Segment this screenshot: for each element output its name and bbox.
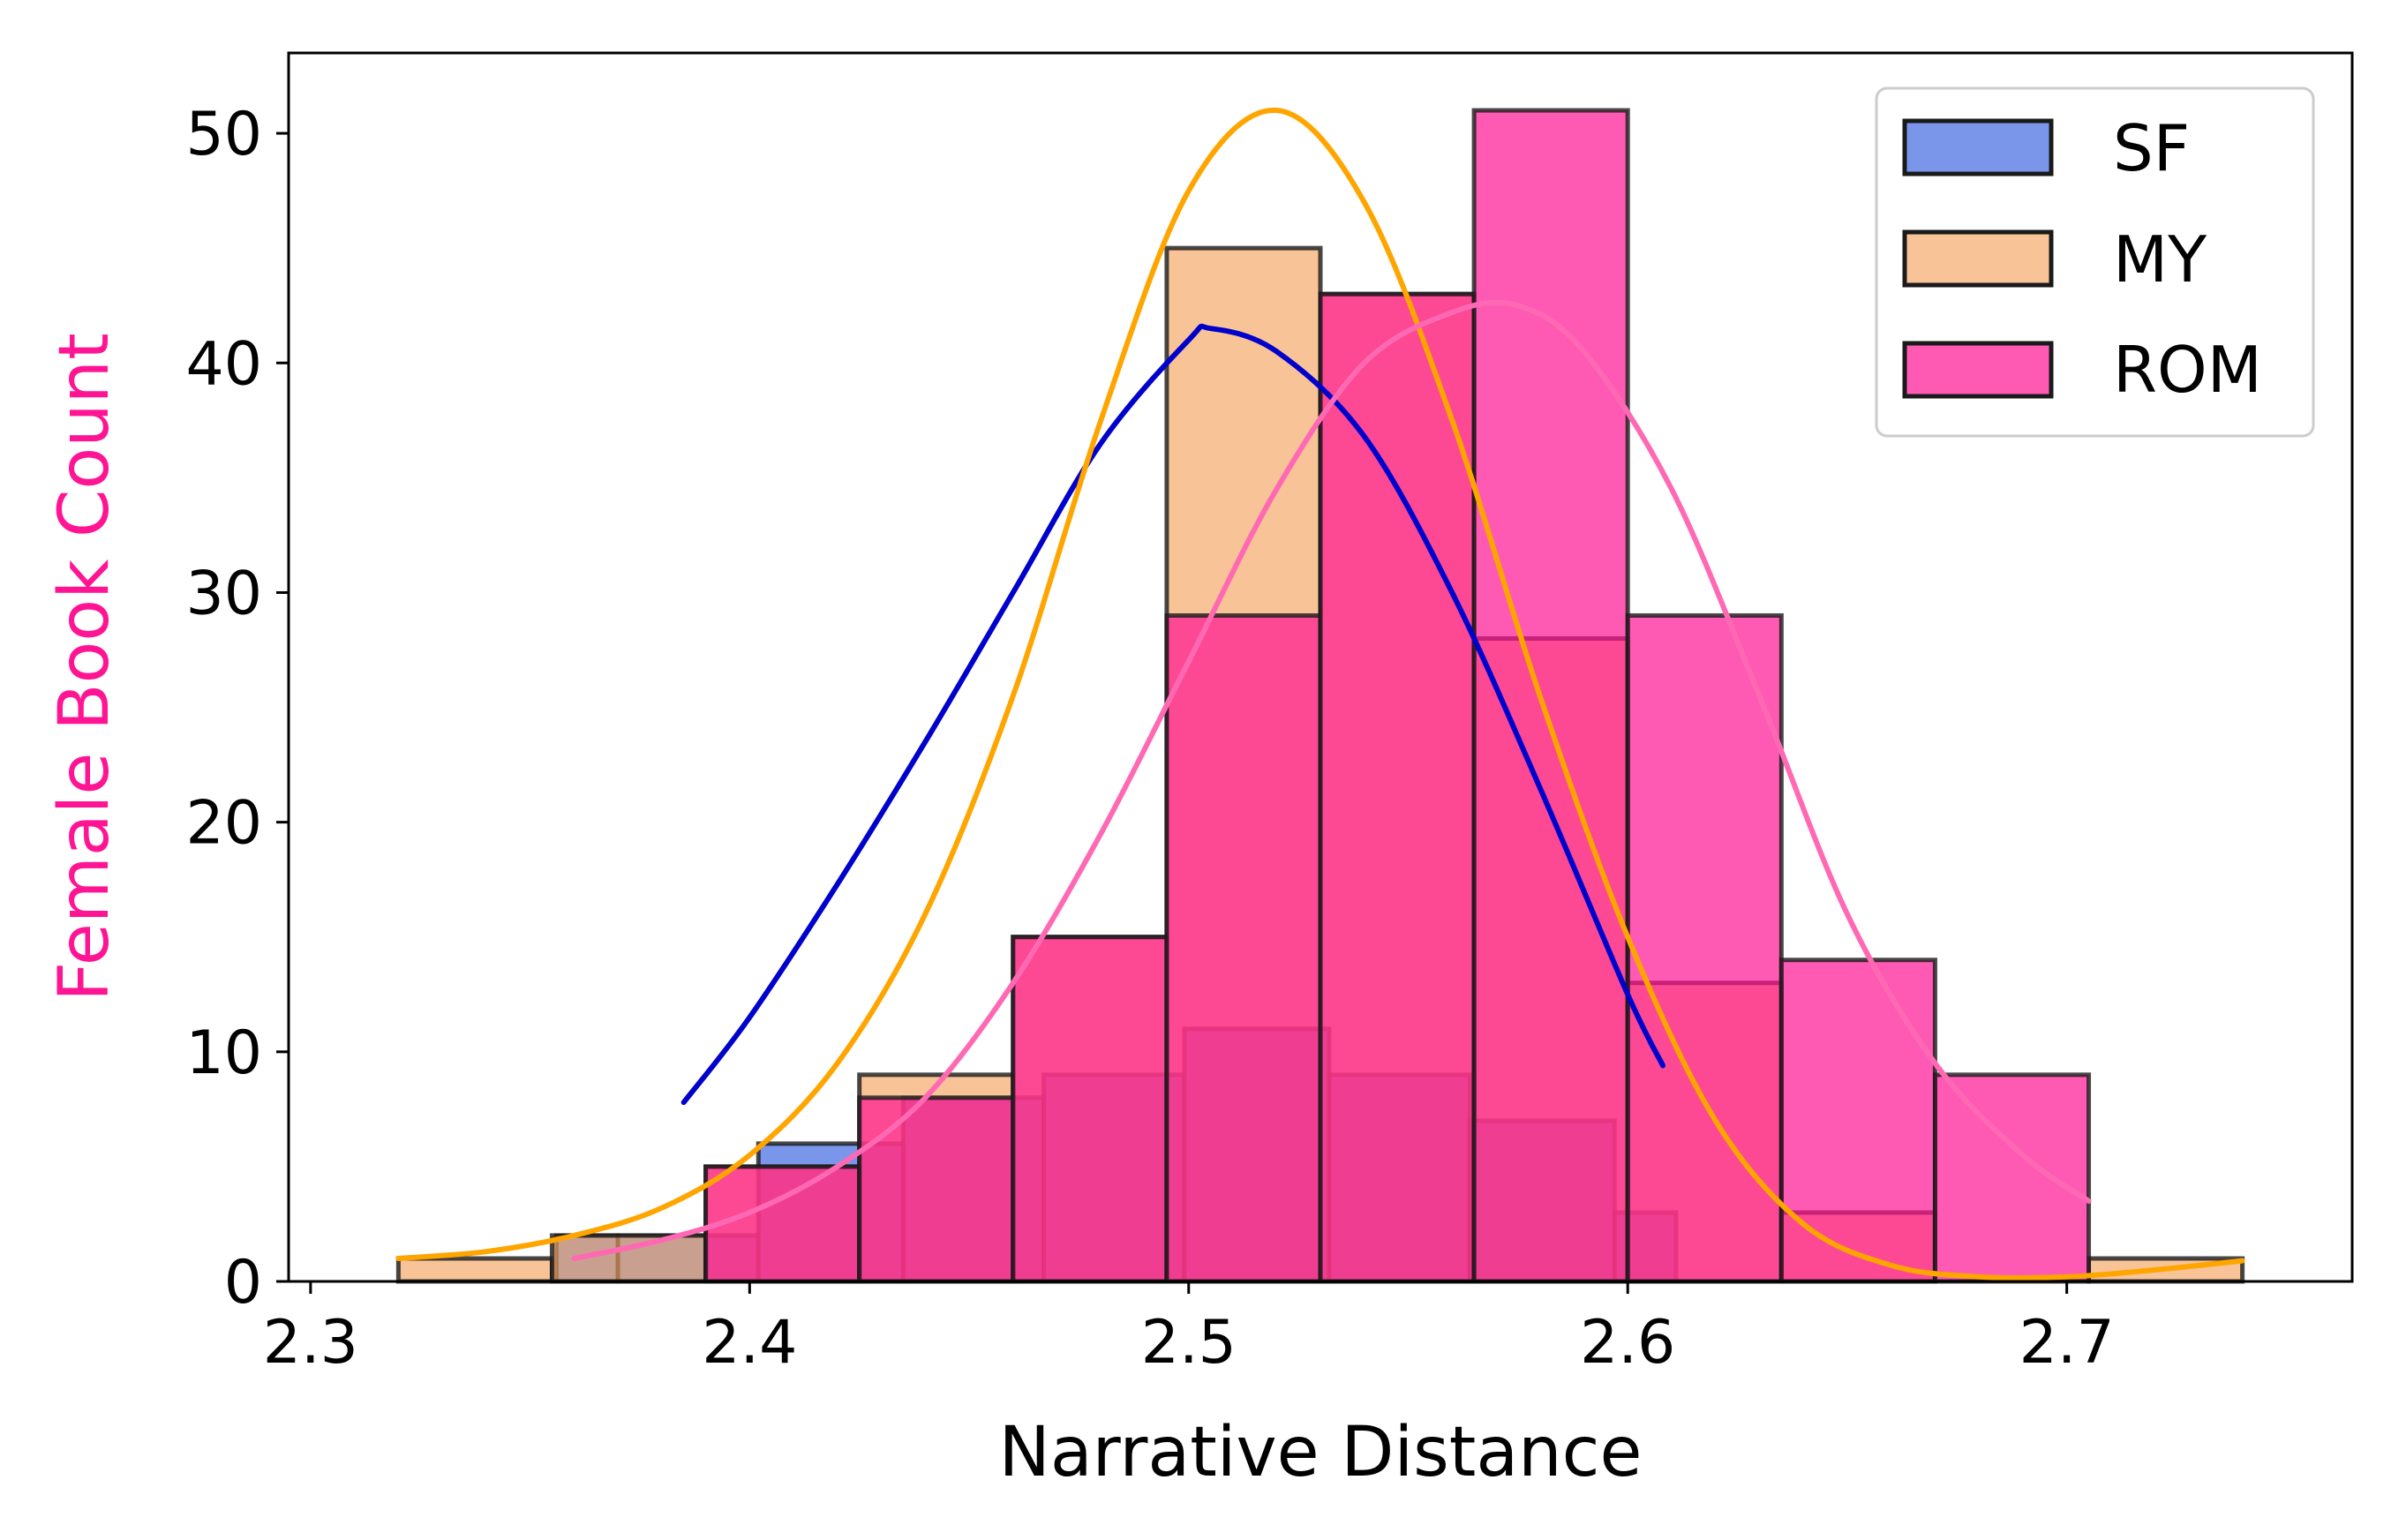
x-axis-ticks: 2.3 2.4 2.5 2.6 2.7 xyxy=(263,1281,2115,1378)
density-curve-my xyxy=(395,107,2245,1281)
bar-my xyxy=(395,1256,554,1284)
x-tick-label: 2.3 xyxy=(263,1308,358,1378)
x-tick-label: 2.7 xyxy=(2019,1308,2115,1378)
x-tick-label: 2.4 xyxy=(702,1308,797,1378)
y-axis-label: Female Book Count xyxy=(45,333,124,1001)
legend-label-sf: SF xyxy=(2113,111,2190,185)
bar-rom xyxy=(1932,1072,2092,1284)
legend-label-rom: ROM xyxy=(2113,333,2262,407)
x-tick-label: 2.5 xyxy=(1141,1308,1237,1378)
bar-rom xyxy=(1011,935,1169,1284)
legend-swatch-sf xyxy=(1902,118,2054,177)
x-axis-label: Narrative Distance xyxy=(999,1413,1643,1492)
y-tick-label: 30 xyxy=(185,559,262,628)
bar-rom xyxy=(703,1164,862,1284)
bar-rom xyxy=(1164,612,1323,1284)
y-tick-label: 20 xyxy=(185,789,262,859)
density-curves xyxy=(395,107,2245,1281)
plot-frame xyxy=(287,51,2354,1283)
x-tick-label: 2.6 xyxy=(1580,1308,1675,1378)
bar-rom xyxy=(1318,291,1477,1284)
histogram-bars xyxy=(395,108,2245,1284)
y-tick-label: 40 xyxy=(185,329,262,399)
legend-label-my: MY xyxy=(2113,222,2207,297)
legend-swatch-rom xyxy=(1902,341,2054,399)
y-tick-label: 50 xyxy=(185,100,262,169)
bar-rom xyxy=(857,1095,1016,1284)
bar-rom xyxy=(1778,958,1937,1284)
y-tick-label: 10 xyxy=(185,1018,262,1088)
legend: SF MY ROM xyxy=(1875,86,2315,438)
y-tick-label: 0 xyxy=(224,1248,262,1318)
legend-swatch-my xyxy=(1902,229,2054,288)
density-curve-sf xyxy=(680,323,1665,1106)
y-axis-ticks: 0 10 20 30 40 50 xyxy=(185,100,289,1318)
density-curve-rom xyxy=(571,299,2092,1261)
bar-rom xyxy=(1625,612,1784,1284)
